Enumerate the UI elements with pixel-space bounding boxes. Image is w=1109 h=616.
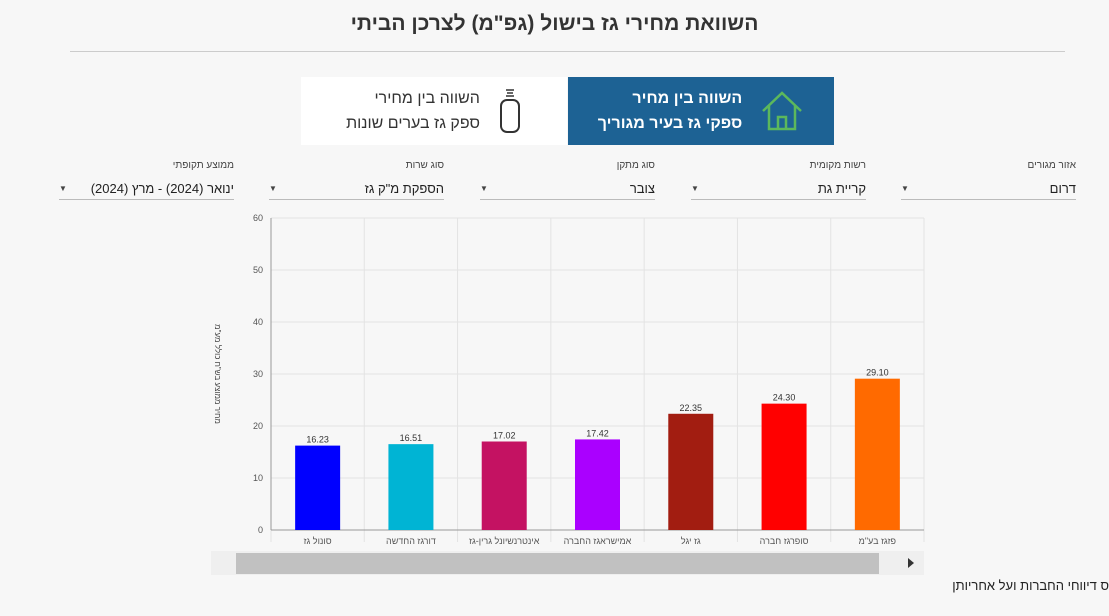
- page-title: השוואת מחירי גז בישול (גפ"מ) לצרכן הביתי: [350, 12, 759, 35]
- filter-label: סוג מתקן: [616, 160, 655, 171]
- tile-line2: ספקי גז בעיר מגוריך: [597, 115, 743, 132]
- house-icon: [762, 91, 803, 131]
- bar: [761, 403, 807, 530]
- gas-cylinder-icon: [499, 89, 520, 133]
- tab-compare-supplier-across-cities[interactable]: השווה בין מחירי ספק גז בערים שונות: [301, 77, 567, 145]
- filter-label: ממוצע תקופתי: [172, 160, 234, 171]
- dropdown-arrow-icon: ▼: [59, 183, 67, 193]
- footer-disclaimer: ס דיווחי החברות ועל אחריותן: [952, 578, 1109, 593]
- x-tick-label: דורגז החדשה: [386, 536, 436, 546]
- data-label: 16.51: [400, 433, 423, 443]
- select-value: קריית גת: [817, 180, 866, 196]
- data-label: 29.10: [866, 368, 889, 378]
- data-label: 22.35: [680, 403, 703, 413]
- y-tick-label: 20: [253, 421, 263, 431]
- select-installation-type[interactable]: צובר ▼: [480, 177, 655, 200]
- select-value: הספקת מ"ק גז: [364, 180, 444, 196]
- bar: [668, 413, 714, 530]
- y-tick-label: 50: [253, 265, 263, 275]
- bar: [388, 444, 434, 530]
- scrollbar-thumb[interactable]: [236, 553, 879, 574]
- filter-label: סוג שרות: [405, 160, 444, 171]
- y-axis-label: מחיר ממוצע בש"ח כולל מע"מ: [213, 324, 222, 424]
- data-label: 17.02: [493, 430, 516, 440]
- divider: [70, 51, 1065, 52]
- filter-period-average[interactable]: ממוצע תקופתי ינואר (2024) - מרץ (2024) ▼: [59, 160, 234, 200]
- filter-local-authority[interactable]: רשות מקומית קריית גת ▼: [691, 160, 866, 200]
- x-tick-label: סונול גז: [304, 536, 332, 546]
- filter-residence-area[interactable]: אזור מגורים דרום ▼: [901, 160, 1076, 200]
- filter-label: אזור מגורים: [1027, 160, 1076, 171]
- data-label: 17.42: [586, 428, 609, 438]
- y-tick-label: 10: [253, 473, 263, 483]
- tile-line1: השווה בין מחירי: [374, 90, 480, 107]
- select-value: דרום: [1049, 180, 1076, 196]
- x-tick-label: אמישראגז החברה: [564, 536, 632, 546]
- dropdown-arrow-icon: ▼: [901, 183, 909, 193]
- y-tick-label: 40: [253, 317, 263, 327]
- select-period-average[interactable]: ינואר (2024) - מרץ (2024) ▼: [59, 177, 234, 200]
- filter-label: רשות מקומית: [809, 160, 866, 171]
- scroll-right-icon[interactable]: [906, 557, 916, 569]
- select-value: צובר: [629, 180, 655, 196]
- bar: [854, 378, 900, 530]
- select-service-type[interactable]: הספקת מ"ק גז ▼: [269, 177, 444, 200]
- dropdown-arrow-icon: ▼: [269, 183, 277, 193]
- tile-line2: ספק גז בערים שונות: [346, 115, 480, 132]
- select-local-authority[interactable]: קריית גת ▼: [691, 177, 866, 200]
- bar: [481, 441, 527, 530]
- x-tick-label: פזגז בע"מ: [859, 536, 896, 546]
- y-tick-label: 30: [253, 369, 263, 379]
- data-label: 24.30: [773, 393, 796, 403]
- filter-installation-type[interactable]: סוג מתקן צובר ▼: [480, 160, 655, 200]
- dropdown-arrow-icon: ▼: [480, 183, 488, 193]
- x-tick-label: גז יגל: [681, 536, 701, 546]
- filter-service-type[interactable]: סוג שרות הספקת מ"ק גז ▼: [269, 160, 444, 200]
- data-label: 16.23: [306, 435, 329, 445]
- bar: [575, 439, 620, 530]
- tile-line1: השווה בין מחיר: [632, 90, 743, 107]
- y-tick-label: 60: [253, 213, 263, 223]
- select-residence-area[interactable]: דרום ▼: [901, 177, 1076, 200]
- bar: [295, 445, 341, 530]
- x-tick-label: אינטרנשיונל גרין-גז: [469, 536, 540, 546]
- tab-compare-suppliers-in-city[interactable]: השווה בין מחיר ספקי גז בעיר מגוריך: [568, 77, 834, 145]
- y-tick-label: 0: [258, 525, 263, 535]
- select-value: ינואר (2024) - מרץ (2024): [90, 180, 234, 196]
- x-tick-label: סופרגז חברה: [760, 536, 809, 546]
- dropdown-arrow-icon: ▼: [691, 183, 699, 193]
